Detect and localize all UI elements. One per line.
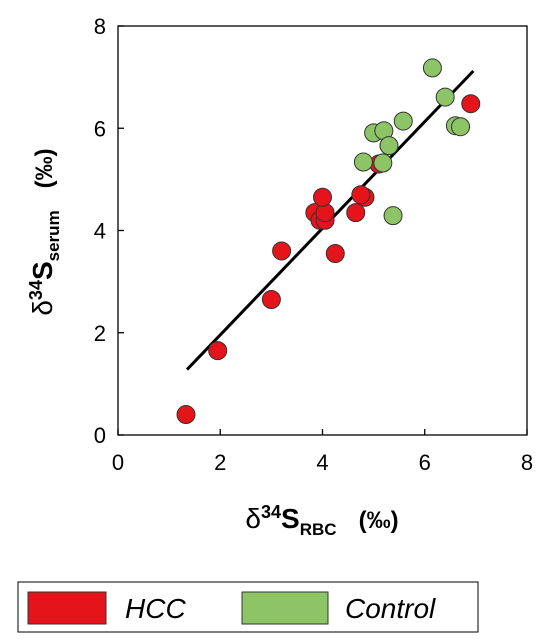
legend-label: Control [345, 593, 436, 624]
data-point [461, 94, 481, 114]
data-point [351, 185, 371, 205]
data-point [393, 111, 413, 131]
x-axis-label-sub: RBC [300, 520, 337, 539]
legend-frame [17, 581, 479, 633]
data-point [435, 87, 455, 107]
legend-label: HCC [125, 593, 186, 624]
data-point [451, 117, 471, 137]
data-point [176, 405, 196, 425]
y-axis-label: δ34Sserum (‰) [26, 148, 63, 315]
y-tick-label: 2 [94, 321, 106, 346]
x-axis-label-prefix: δ [245, 503, 261, 534]
plot-frame [117, 25, 528, 436]
data-point [353, 152, 373, 172]
x-tick-label: 6 [419, 450, 431, 475]
y-tick-label: 0 [94, 423, 106, 448]
data-point [383, 206, 403, 226]
data-point [373, 153, 393, 173]
y-tick-label: 4 [94, 219, 106, 244]
x-axis-label-unit: (‰) [359, 507, 399, 534]
x-axis-label-sup: 34 [261, 502, 281, 522]
x-axis-label: δ34SRBC (‰) [245, 502, 398, 539]
y-tick-label: 8 [94, 14, 106, 39]
y-axis-label-main: S [27, 261, 58, 280]
x-tick-label: 2 [214, 450, 226, 475]
data-point [208, 341, 228, 361]
data-point [313, 187, 332, 207]
legend-swatch [241, 591, 329, 625]
y-axis-label-prefix: δ [27, 300, 58, 316]
data-point [272, 241, 292, 261]
y-axis-label-sub: serum [44, 210, 63, 261]
x-tick-label: 4 [316, 450, 328, 475]
data-point [379, 136, 399, 156]
data-point [346, 203, 366, 223]
y-axis-label-unit: (‰) [31, 148, 58, 188]
x-tick-label: 0 [112, 450, 124, 475]
y-tick-label: 6 [94, 116, 106, 141]
data-point [422, 58, 442, 78]
data-point [261, 290, 281, 310]
legend-swatch [27, 591, 107, 625]
y-axis-label-sup: 34 [26, 280, 46, 300]
x-tick-label: 8 [521, 450, 533, 475]
data-point [325, 244, 345, 264]
x-axis-label-main: S [281, 503, 300, 534]
